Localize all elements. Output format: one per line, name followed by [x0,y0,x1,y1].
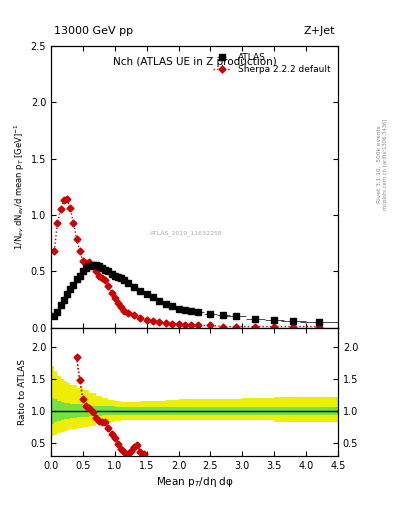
Text: Z+Jet: Z+Jet [304,26,335,36]
Text: 13000 GeV pp: 13000 GeV pp [54,26,133,36]
X-axis label: Mean p$_T$/dη dφ: Mean p$_T$/dη dφ [156,475,233,489]
Y-axis label: 1/N$_{ev}$ dN$_{ev}$/d mean p$_T$ [GeV]$^{-1}$: 1/N$_{ev}$ dN$_{ev}$/d mean p$_T$ [GeV]$… [12,123,27,250]
Y-axis label: Ratio to ATLAS: Ratio to ATLAS [18,359,27,424]
Text: Rivet 3.1.10,  500k events: Rivet 3.1.10, 500k events [377,125,382,203]
Text: mcplots.cern.ch [arXiv:1306.3436]: mcplots.cern.ch [arXiv:1306.3436] [384,118,388,209]
Text: Nch (ATLAS UE in Z production): Nch (ATLAS UE in Z production) [113,57,276,68]
Legend: ATLAS, Sherpa 2.2.2 default: ATLAS, Sherpa 2.2.2 default [210,51,334,77]
Text: ATLAS_2019_11632258: ATLAS_2019_11632258 [150,231,222,237]
